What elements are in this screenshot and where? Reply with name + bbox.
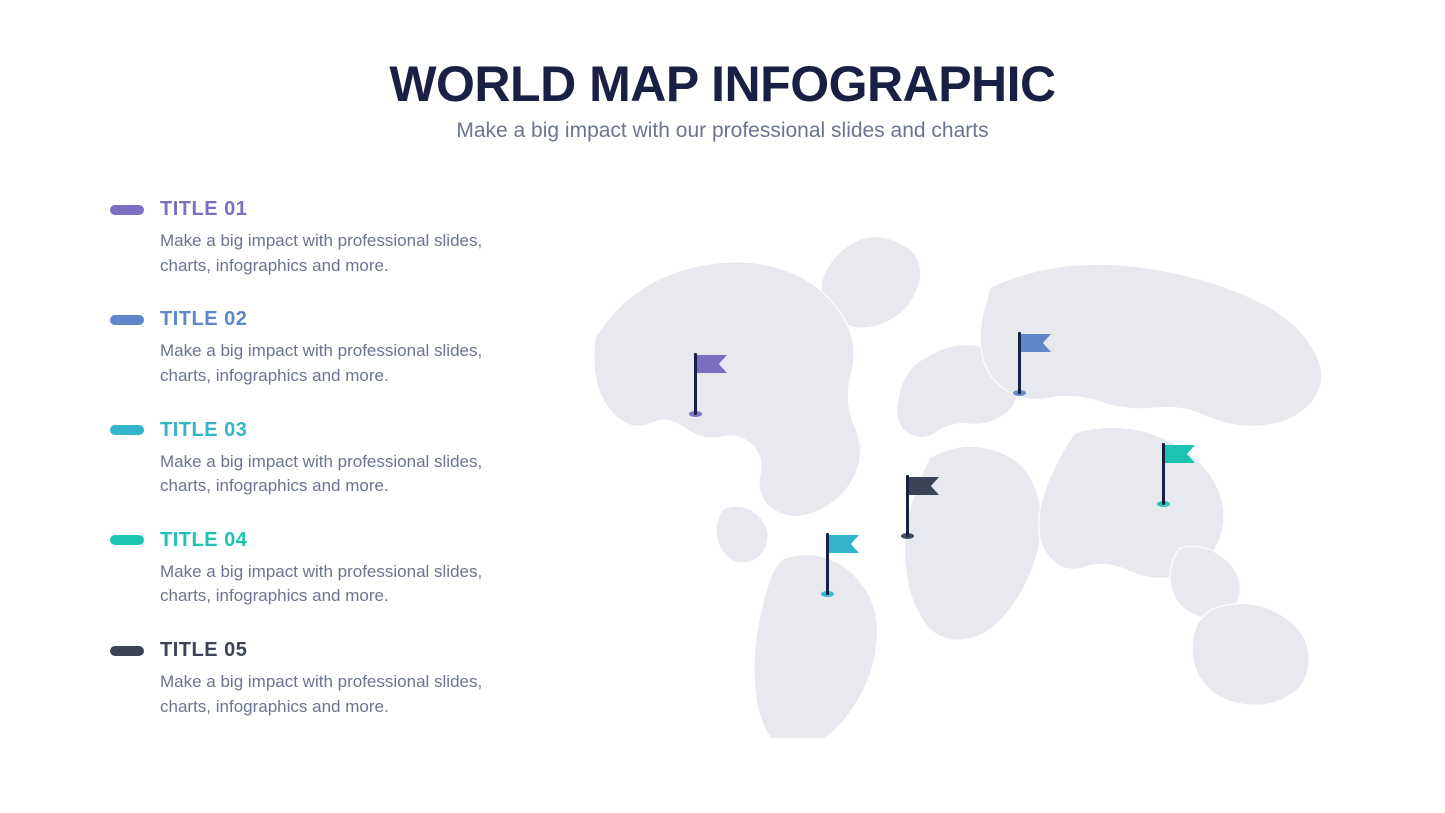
legend-color-pill bbox=[110, 535, 144, 545]
legend-item-desc: Make a big impact with professional slid… bbox=[160, 670, 490, 719]
flag-icon bbox=[829, 535, 859, 553]
legend-item-desc: Make a big impact with professional slid… bbox=[160, 229, 490, 278]
header: WORLD MAP INFOGRAPHIC Make a big impact … bbox=[0, 0, 1445, 143]
legend-color-pill bbox=[110, 425, 144, 435]
legend-item-desc: Make a big impact with professional slid… bbox=[160, 560, 490, 609]
legend-item: TITLE 05 Make a big impact with professio… bbox=[110, 639, 530, 719]
legend-item: TITLE 04 Make a big impact with professio… bbox=[110, 529, 530, 609]
legend-item-title: TITLE 02 bbox=[160, 308, 247, 331]
flag-icon bbox=[1021, 334, 1051, 352]
flag-icon bbox=[1165, 445, 1195, 463]
legend-color-pill bbox=[110, 646, 144, 656]
page-subtitle: Make a big impact with our professional … bbox=[0, 119, 1445, 143]
legend-item: TITLE 01 Make a big impact with professio… bbox=[110, 198, 530, 278]
legend-item-title: TITLE 05 bbox=[160, 639, 247, 662]
legend-item-title: TITLE 03 bbox=[160, 419, 247, 442]
legend-item-desc: Make a big impact with professional slid… bbox=[160, 339, 490, 388]
legend: TITLE 01 Make a big impact with professio… bbox=[110, 198, 530, 749]
legend-item: TITLE 03 Make a big impact with professio… bbox=[110, 419, 530, 499]
legend-color-pill bbox=[110, 205, 144, 215]
legend-item-desc: Make a big impact with professional slid… bbox=[160, 450, 490, 499]
world-map bbox=[540, 208, 1340, 738]
page-title: WORLD MAP INFOGRAPHIC bbox=[0, 55, 1445, 113]
flag-icon bbox=[909, 477, 939, 495]
map-area bbox=[540, 198, 1335, 749]
legend-item-title: TITLE 01 bbox=[160, 198, 247, 221]
legend-color-pill bbox=[110, 315, 144, 325]
flag-icon bbox=[697, 355, 727, 373]
legend-item: TITLE 02 Make a big impact with professio… bbox=[110, 308, 530, 388]
legend-item-title: TITLE 04 bbox=[160, 529, 247, 552]
content-row: TITLE 01 Make a big impact with professio… bbox=[0, 143, 1445, 749]
